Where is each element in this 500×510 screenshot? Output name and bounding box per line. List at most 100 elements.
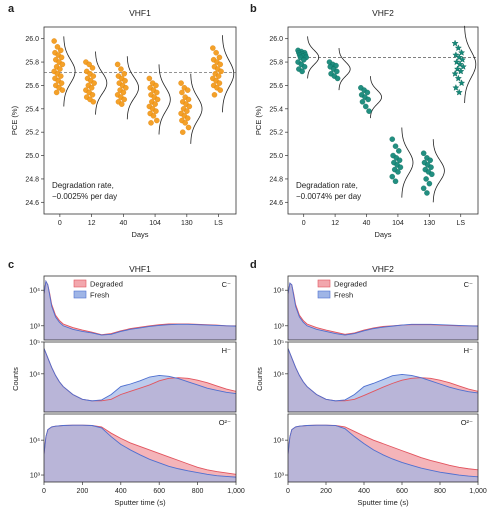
data-point — [428, 164, 434, 170]
fresh-area — [288, 283, 478, 340]
x-tick-label: 800 — [192, 488, 204, 495]
data-point — [429, 171, 435, 178]
y-tick-label: 10³ — [274, 323, 285, 330]
data-point — [359, 99, 366, 105]
y-tick-label: 25.0 — [25, 153, 39, 160]
data-point — [211, 92, 218, 98]
panel-b: b VHF2 24.6 24.8 25.0 25.2 25.4 25.6 25.8 26.0 PCE… — [250, 3, 479, 239]
fresh-line — [44, 279, 236, 336]
y-tick-label: 10⁴ — [29, 288, 40, 295]
data-point — [210, 45, 216, 51]
y-tick-label: 25.6 — [269, 83, 283, 90]
data-point — [153, 108, 159, 114]
data-point — [122, 78, 128, 84]
data-point — [182, 120, 188, 126]
annotation-line-2: −0.0074% per day — [296, 192, 361, 201]
data-point — [53, 89, 60, 96]
panel-title: VHF2 — [372, 264, 394, 274]
panel-d: d VHF2 10³ 10⁴ C⁻ 10⁴ 10⁵ H⁻ 10³ 10⁴ O²⁻ 0 200 400 600… — [250, 259, 487, 507]
data-point — [392, 178, 399, 185]
x-tick-label: 12 — [331, 220, 339, 227]
y-tick-label: 25.4 — [269, 106, 283, 113]
data-point — [396, 157, 403, 163]
data-point — [184, 115, 191, 121]
x-axis-label: Sputter time (s) — [114, 498, 166, 507]
distribution-curve — [63, 36, 76, 107]
data-point — [216, 54, 223, 61]
data-point — [392, 143, 399, 149]
x-tick-label: 400 — [115, 488, 127, 495]
y-tick-label: 25.8 — [269, 60, 283, 67]
subplot-1: 10⁴ 10⁵ H⁻ — [273, 340, 479, 413]
data-point — [148, 120, 154, 126]
subplot-2: 10³ 10⁴ O²⁻ — [29, 413, 237, 483]
y-axis-label: PCE (%) — [254, 105, 263, 135]
fresh-area — [44, 425, 236, 482]
data-point — [389, 136, 396, 142]
data-point — [154, 96, 161, 103]
legend-swatch-degraded — [73, 279, 87, 288]
data-point — [186, 103, 193, 110]
data-point — [57, 66, 63, 72]
fresh-line — [288, 348, 478, 402]
data-point — [123, 85, 129, 91]
x-axis-label: Days — [131, 230, 148, 239]
data-point — [301, 63, 308, 70]
distribution-curve — [464, 25, 477, 103]
data-point — [397, 164, 404, 170]
plot-frame — [43, 275, 237, 341]
x-tick-label: LS — [214, 220, 223, 227]
data-point — [178, 80, 184, 86]
x-tick-label: 1,000 — [227, 488, 245, 495]
data-point — [179, 89, 185, 96]
data-point — [213, 49, 219, 56]
data-point — [86, 61, 92, 68]
data-point — [54, 44, 61, 50]
y-axis-label: Counts — [11, 367, 20, 391]
data-point — [185, 124, 192, 131]
x-tick-label: 104 — [392, 220, 404, 227]
plot-frame — [43, 26, 237, 215]
x-tick-label: 0 — [58, 220, 62, 227]
plot-frame — [287, 341, 479, 413]
data-point — [454, 74, 462, 82]
data-point — [365, 96, 371, 103]
y-tick-label: 10⁴ — [29, 371, 40, 378]
data-point — [395, 169, 401, 175]
y-axis-label: Counts — [255, 367, 264, 391]
x-tick-label: 0 — [302, 220, 306, 227]
data-point — [451, 39, 459, 47]
data-point — [114, 61, 121, 68]
data-point — [121, 96, 127, 103]
ion-label: O²⁻ — [219, 418, 231, 427]
distribution-curve — [158, 64, 171, 135]
legend-label-degraded: Degraded — [90, 280, 123, 289]
distribution-curve — [222, 35, 235, 113]
data-point — [334, 68, 340, 75]
annotation-line-1: Degradation rate, — [296, 181, 358, 190]
data-point — [90, 99, 97, 105]
data-point — [299, 68, 305, 75]
legend-swatch-degraded — [317, 279, 331, 288]
y-tick-label: 24.8 — [269, 176, 283, 183]
data-point — [89, 65, 96, 71]
y-tick-label: 10³ — [30, 473, 41, 480]
data-point — [454, 44, 462, 52]
x-tick-label: 200 — [77, 488, 89, 495]
panel-title: VHF1 — [129, 8, 151, 18]
y-tick-label: 10⁴ — [29, 438, 40, 445]
y-tick-label: 24.6 — [25, 200, 39, 207]
y-tick-label: 10⁴ — [273, 438, 284, 445]
plot-frame — [287, 275, 479, 341]
data-point — [91, 80, 97, 86]
data-point — [184, 87, 191, 93]
x-tick-label: 40 — [363, 220, 371, 227]
panel-a: a VHF1 24.6 24.8 25.0 25.2 25.4 25.6 25.8 26.0 PCE… — [8, 3, 237, 239]
panel-label: a — [8, 3, 15, 15]
fresh-line — [44, 348, 236, 402]
data-point — [427, 157, 433, 163]
distribution-curve — [95, 51, 108, 115]
data-point — [58, 80, 65, 86]
y-tick-label: 10⁴ — [273, 288, 284, 295]
